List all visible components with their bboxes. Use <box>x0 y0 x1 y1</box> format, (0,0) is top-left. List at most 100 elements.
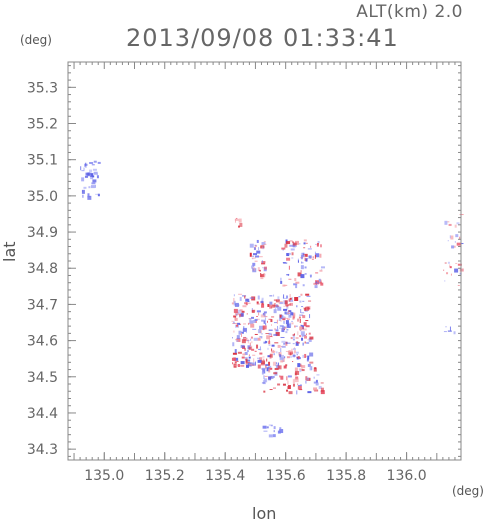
echo-cell <box>305 380 307 384</box>
echo-cell <box>259 336 263 338</box>
echo-cell <box>314 389 319 392</box>
echo-cell <box>460 243 464 245</box>
echo-cell <box>262 313 266 316</box>
echo-cell <box>238 330 242 335</box>
echo-cell <box>297 384 302 386</box>
echo-cell <box>247 302 251 304</box>
echo-cell <box>289 294 291 298</box>
echo-cell <box>302 342 304 346</box>
echo-cell <box>252 255 255 257</box>
echo-cell <box>291 252 294 256</box>
echo-cell <box>237 364 240 368</box>
x-tick-label: 135.4 <box>205 468 245 484</box>
echo-cell <box>264 378 268 383</box>
echo-cell <box>236 335 240 340</box>
echo-cell <box>254 255 259 258</box>
echo-cell <box>258 312 260 316</box>
echo-cell <box>85 164 87 168</box>
echo-cell <box>297 356 300 360</box>
echo-cell <box>231 320 234 322</box>
echo-cell <box>289 244 294 247</box>
echo-cell <box>249 297 254 299</box>
echo-cell <box>300 274 305 279</box>
echo-cell <box>317 241 320 243</box>
echo-cell <box>246 361 250 363</box>
echo-cell <box>233 321 235 324</box>
echo-cell <box>450 235 454 240</box>
echo-cell <box>297 342 301 344</box>
echo-cell <box>277 362 279 366</box>
echo-cell <box>271 336 273 338</box>
axis-layer: 135.0 135.2 135.4 135.6 135.8 136.0 34.3 34.4 34… <box>27 61 462 484</box>
echo-cell <box>234 357 239 361</box>
echo-cell <box>276 351 278 354</box>
echo-cell <box>244 323 246 325</box>
echo-cell <box>286 356 290 359</box>
echo-cell <box>239 222 243 227</box>
echo-cell <box>320 387 324 392</box>
echo-cell <box>269 301 273 305</box>
echo-cell <box>291 241 294 243</box>
echo-cell <box>313 282 318 285</box>
echo-cell <box>272 434 276 438</box>
echo-cell <box>261 263 266 265</box>
echo-cell <box>271 316 275 318</box>
echo-cell <box>459 236 461 240</box>
y-tick-label: 34.8 <box>27 261 58 277</box>
echo-cell <box>97 194 100 197</box>
echo-cell <box>302 315 306 319</box>
echo-cell <box>240 361 245 365</box>
echo-cell <box>282 284 286 287</box>
echo-cell <box>303 335 307 339</box>
echo-cell <box>455 234 459 238</box>
echo-cell <box>268 361 271 366</box>
echo-cell <box>261 360 266 365</box>
echo-cell <box>231 337 233 339</box>
echo-cell <box>294 325 296 328</box>
x-axis-label: lon <box>252 504 277 523</box>
echo-cell <box>269 304 273 309</box>
echo-cell <box>250 336 253 339</box>
echo-cell <box>281 316 286 319</box>
echo-cell <box>261 367 266 370</box>
echo-cell <box>243 323 245 325</box>
echo-cell <box>263 430 268 432</box>
echo-cell <box>300 363 302 367</box>
echo-cell <box>251 257 256 259</box>
echo-cell <box>297 258 299 261</box>
echo-cell <box>251 348 255 351</box>
echo-cell <box>273 309 277 314</box>
echo-cell <box>240 312 244 317</box>
echo-cell <box>302 300 305 302</box>
echo-cell <box>234 349 237 354</box>
echo-cell <box>88 186 91 189</box>
echo-cell <box>297 331 299 336</box>
echo-cell <box>249 320 254 325</box>
echo-cell <box>257 295 260 300</box>
echo-cell <box>292 333 295 336</box>
echo-cell <box>297 363 301 368</box>
echo-cell <box>237 322 241 325</box>
echo-cell <box>283 365 287 369</box>
echo-cell <box>307 339 309 341</box>
echo-cell <box>260 275 264 280</box>
echo-cell <box>301 262 304 264</box>
echo-cell <box>291 348 293 353</box>
echo-cell <box>286 253 290 257</box>
echo-cell <box>282 297 287 299</box>
echo-cell <box>231 302 234 305</box>
echo-cell <box>265 364 269 367</box>
echo-cell <box>305 293 310 296</box>
echo-cell <box>289 352 292 356</box>
echo-cell <box>295 245 297 247</box>
echo-cell <box>274 368 279 371</box>
echo-cell <box>273 426 276 430</box>
echo-cell <box>254 361 256 366</box>
echo-cell <box>304 266 307 269</box>
echo-cell <box>292 242 297 246</box>
echo-cell <box>277 296 280 301</box>
echo-cell <box>253 358 255 363</box>
echo-cell <box>261 242 266 246</box>
echo-cell <box>246 313 248 315</box>
echo-cell <box>234 361 237 364</box>
